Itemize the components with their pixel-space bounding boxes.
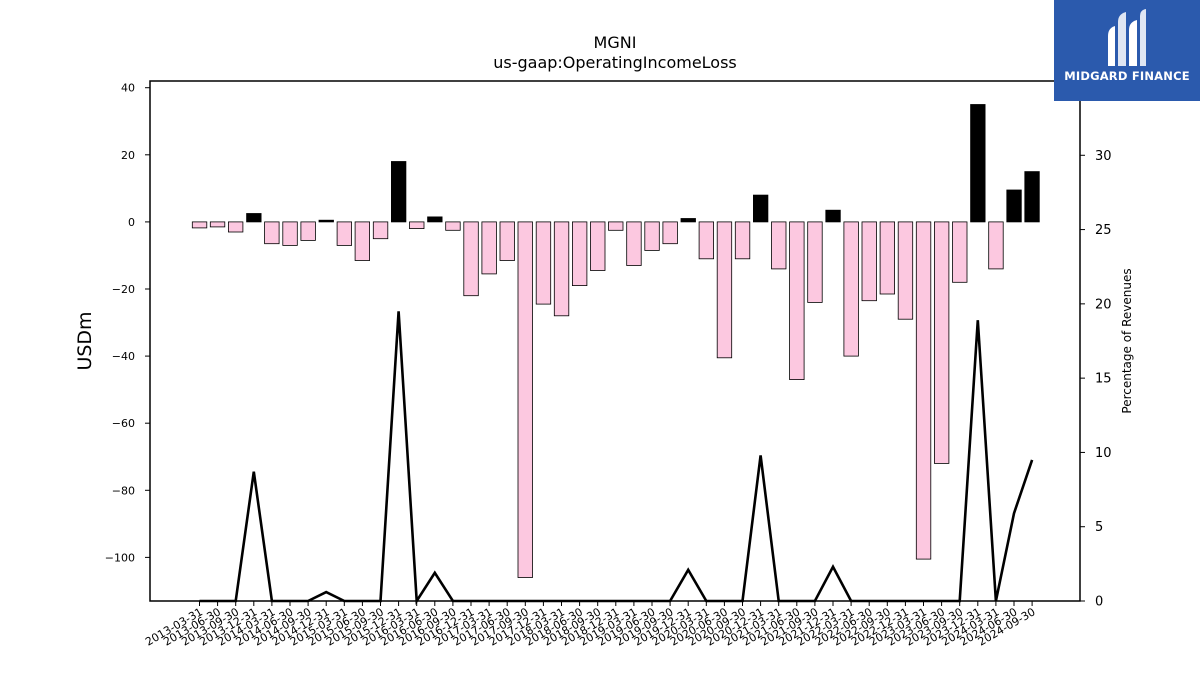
y-tick-label: 40 [121, 82, 135, 95]
bar-2021-03-31 [771, 221, 787, 270]
bar-2019-12-31 [680, 218, 696, 223]
y-tick-label: −60 [112, 417, 135, 430]
chart-title: MGNI [594, 33, 637, 52]
brand-logo: MIDGARD FINANCE [1054, 0, 1200, 101]
y2-tick-label: 20 [1095, 297, 1112, 312]
y2-tick-label: 25 [1095, 223, 1112, 238]
bar-2018-06-30 [572, 221, 588, 286]
bar-2014-12-31 [318, 219, 334, 223]
right-axis-ticks: 0 5 10 15 20 25 30 [1080, 149, 1112, 610]
bar-2021-06-30 [789, 221, 805, 380]
brand-name: MIDGARD FINANCE [1064, 69, 1190, 83]
bar-2022-09-30 [879, 221, 895, 295]
bar-2019-09-30 [662, 221, 678, 245]
bar-2022-03-31 [843, 221, 859, 357]
y-tick-label: −40 [112, 350, 135, 363]
bar-2020-12-31 [753, 194, 769, 223]
y-tick-label: 0 [128, 216, 135, 229]
bar-2018-09-30 [590, 221, 606, 271]
bar-2016-12-31 [463, 221, 479, 297]
bar-2020-06-30 [716, 221, 733, 359]
bar-2023-09-30 [952, 221, 968, 283]
bar-2013-12-31 [246, 213, 262, 223]
bar-2017-09-30 [517, 221, 533, 578]
y-tick-label: −100 [105, 551, 135, 564]
bar-2021-09-30 [807, 221, 823, 303]
y2-tick-label: 10 [1095, 446, 1112, 461]
bar-2013-03-31 [191, 221, 208, 229]
percentage-line-series [199, 311, 1034, 606]
bar-2016-06-30 [427, 216, 443, 223]
bar-2015-03-31 [336, 221, 353, 246]
y-axis-label: USDm [74, 311, 96, 370]
y2-tick-label: 30 [1095, 149, 1112, 164]
bar-2014-03-31 [264, 221, 280, 245]
bar-2018-03-31 [553, 221, 570, 317]
bar-2024-03-31 [988, 221, 1004, 270]
bar-2017-03-31 [481, 221, 497, 275]
bar-2015-06-30 [354, 221, 371, 261]
bar-2015-12-31 [390, 161, 407, 223]
y2-tick-label: 5 [1095, 520, 1103, 535]
bar-2022-12-31 [897, 221, 914, 320]
bar-2024-09-30 [1024, 171, 1040, 223]
bar-2019-03-31 [626, 221, 642, 266]
bar-2017-12-31 [535, 221, 552, 305]
bar-2017-06-30 [499, 221, 515, 261]
y2-tick-label: 15 [1095, 372, 1112, 387]
chart-subtitle: us-gaap:OperatingIncomeLoss [493, 53, 737, 72]
bar-series [191, 104, 1040, 578]
bar-2013-06-30 [209, 221, 226, 228]
bar-2021-12-31 [825, 209, 841, 223]
bar-2018-12-31 [608, 221, 624, 231]
bar-2013-09-30 [227, 221, 244, 233]
x-axis-ticks: 2013-03-312013-06-302013-09-302013-12-31… [143, 601, 1038, 649]
bar-2024-06-30 [1006, 189, 1022, 223]
bar-2016-09-30 [445, 221, 461, 231]
plot-frame [149, 80, 1081, 602]
y2-axis-label: Percentage of Revenues [1120, 268, 1134, 413]
bar-2019-06-30 [644, 221, 660, 251]
y-tick-label: −80 [112, 484, 135, 497]
bar-2014-09-30 [300, 221, 316, 241]
bar-2023-12-31 [970, 104, 986, 223]
left-axis-ticks: 40 20 0 −20 −40 −60 −80 −100 [105, 82, 150, 564]
bar-2022-06-30 [861, 221, 877, 302]
bar-2020-09-30 [734, 221, 751, 260]
bar-2023-06-30 [934, 221, 950, 464]
y2-tick-label: 0 [1095, 595, 1103, 610]
bar-2015-09-30 [372, 221, 389, 240]
bar-2014-06-30 [282, 221, 298, 246]
bar-2016-03-31 [409, 221, 425, 229]
percentage-line [199, 311, 1034, 606]
y-tick-label: −20 [112, 283, 135, 296]
bar-2020-03-31 [698, 221, 714, 260]
bar-2023-03-31 [915, 221, 932, 560]
y-tick-label: 20 [121, 149, 135, 162]
midgard-m-icon [1108, 9, 1146, 66]
